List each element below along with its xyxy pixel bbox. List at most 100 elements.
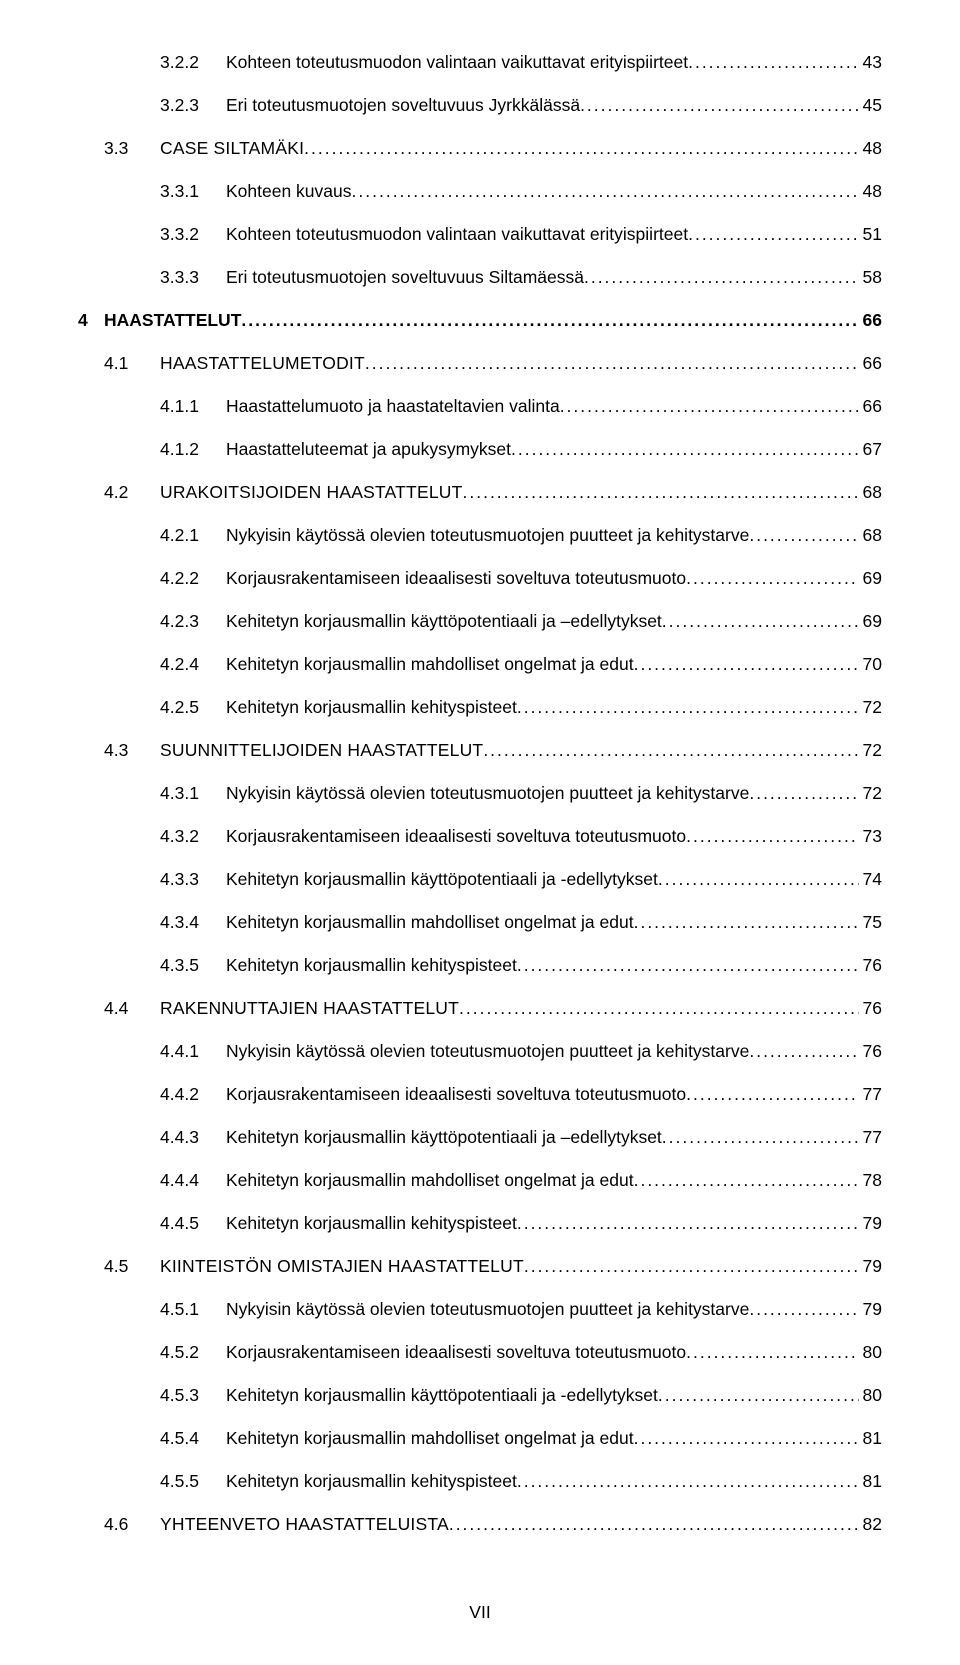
toc-leader-dots xyxy=(365,353,859,374)
toc-entry: 4.2URAKOITSIJOIDEN HAASTATTELUT68 xyxy=(78,482,882,503)
toc-entry-page: 76 xyxy=(859,1041,882,1062)
toc-entry-page: 76 xyxy=(859,998,882,1019)
toc-entry: 4.3.2Korjausrakentamiseen ideaalisesti s… xyxy=(78,826,882,847)
toc-leader-dots xyxy=(459,998,858,1019)
toc-leader-dots xyxy=(662,1127,859,1148)
toc-entry-number: 4.1 xyxy=(104,353,160,374)
table-of-contents: 3.2.2 Kohteen toteutusmuodon valintaan va… xyxy=(78,52,882,1535)
toc-entry: 4.2.4Kehitetyn korjausmallin mahdolliset… xyxy=(78,654,882,675)
toc-entry-number: 4.2.5 xyxy=(160,697,226,718)
toc-leader-dots xyxy=(304,138,858,159)
toc-entry-page: 43 xyxy=(859,52,882,73)
toc-leader-dots xyxy=(688,224,858,245)
toc-leader-dots xyxy=(749,783,858,804)
toc-entry-number: 4 xyxy=(78,310,104,331)
toc-entry: 4.3SUUNNITTELIJOIDEN HAASTATTELUT72 xyxy=(78,740,882,761)
toc-leader-dots xyxy=(584,267,859,288)
toc-entry-page: 66 xyxy=(859,310,882,331)
toc-entry-title: RAKENNUTTAJIEN HAASTATTELUT xyxy=(160,998,459,1019)
toc-entry: 4.2.3Kehitetyn korjausmallin käyttöpoten… xyxy=(78,611,882,632)
toc-entry-page: 45 xyxy=(859,95,882,116)
toc-entry-title: Korjausrakentamiseen ideaalisesti sovelt… xyxy=(226,826,686,847)
toc-entry: 4.3.4Kehitetyn korjausmallin mahdolliset… xyxy=(78,912,882,933)
toc-entry: 4.3.5Kehitetyn korjausmallin kehityspist… xyxy=(78,955,882,976)
toc-entry-number: 3.3.1 xyxy=(160,181,226,202)
toc-entry-page: 68 xyxy=(859,525,882,546)
toc-entry-page: 48 xyxy=(859,138,882,159)
toc-entry-page: 81 xyxy=(859,1428,882,1449)
toc-entry: 3.3.1Kohteen kuvaus48 xyxy=(78,181,882,202)
toc-entry-page: 81 xyxy=(859,1471,882,1492)
toc-entry-page: 74 xyxy=(859,869,882,890)
toc-leader-dots xyxy=(658,869,859,890)
toc-entry-page: 77 xyxy=(859,1084,882,1105)
toc-entry: 4.5.2Korjausrakentamiseen ideaalisesti s… xyxy=(78,1342,882,1363)
toc-entry-number: 4.5.5 xyxy=(160,1471,226,1492)
toc-leader-dots xyxy=(511,439,859,460)
toc-entry-number: 4.2.4 xyxy=(160,654,226,675)
toc-entry: 4.3.1Nykyisin käytössä olevien toteutusm… xyxy=(78,783,882,804)
toc-leader-dots xyxy=(634,1428,859,1449)
toc-entry-page: 79 xyxy=(859,1213,882,1234)
toc-entry-number: 4.3.1 xyxy=(160,783,226,804)
toc-entry: 3.3.3Eri toteutusmuotojen soveltuvuus Si… xyxy=(78,267,882,288)
toc-entry-title: Kehitetyn korjausmallin käyttöpotentiaal… xyxy=(226,611,662,632)
toc-entry-page: 48 xyxy=(859,181,882,202)
toc-entry-page: 73 xyxy=(859,826,882,847)
toc-entry-page: 58 xyxy=(859,267,882,288)
toc-entry-title: Kehitetyn korjausmallin käyttöpotentiaal… xyxy=(226,869,658,890)
toc-entry-number: 3.3.2 xyxy=(160,224,226,245)
toc-entry-number: 4.2.2 xyxy=(160,568,226,589)
toc-leader-dots xyxy=(517,955,859,976)
toc-entry-number: 4.6 xyxy=(104,1514,160,1535)
toc-leader-dots xyxy=(688,52,858,73)
toc-entry-title: Kehitetyn korjausmallin käyttöpotentiaal… xyxy=(226,1127,662,1148)
toc-entry-page: 66 xyxy=(859,396,882,417)
toc-entry-number: 4.3.5 xyxy=(160,955,226,976)
toc-entry: 4HAASTATTELUT 66 xyxy=(78,310,882,331)
toc-entry: 3.2.3Eri toteutusmuotojen soveltuvuus Jy… xyxy=(78,95,882,116)
toc-entry-page: 79 xyxy=(859,1256,882,1277)
toc-leader-dots xyxy=(634,654,859,675)
toc-entry-page: 76 xyxy=(859,955,882,976)
toc-entry-page: 72 xyxy=(859,740,882,761)
toc-entry-title: Nykyisin käytössä olevien toteutusmuotoj… xyxy=(226,525,749,546)
toc-entry-title: Nykyisin käytössä olevien toteutusmuotoj… xyxy=(226,1299,749,1320)
toc-leader-dots xyxy=(658,1385,859,1406)
toc-entry-title: CASE SILTAMÄKI xyxy=(160,138,304,159)
toc-leader-dots xyxy=(686,1342,858,1363)
toc-entry-number: 3.2.2 xyxy=(160,52,226,73)
toc-entry: 4.4.1Nykyisin käytössä olevien toteutusm… xyxy=(78,1041,882,1062)
toc-leader-dots xyxy=(749,525,858,546)
toc-leader-dots xyxy=(749,1299,858,1320)
toc-entry: 3.3.2Kohteen toteutusmuodon valintaan va… xyxy=(78,224,882,245)
toc-entry-title: Kehitetyn korjausmallin mahdolliset onge… xyxy=(226,1170,634,1191)
toc-entry-title: Nykyisin käytössä olevien toteutusmuotoj… xyxy=(226,1041,749,1062)
toc-entry-title: Korjausrakentamiseen ideaalisesti sovelt… xyxy=(226,568,686,589)
toc-entry-number: 4.4.4 xyxy=(160,1170,226,1191)
toc-entry-title: Kehitetyn korjausmallin mahdolliset onge… xyxy=(226,912,634,933)
toc-entry-title: SUUNNITTELIJOIDEN HAASTATTELUT xyxy=(160,740,483,761)
toc-entry-title: Kehitetyn korjausmallin kehityspisteet xyxy=(226,697,517,718)
toc-entry-page: 80 xyxy=(859,1342,882,1363)
toc-entry: 4.1.2Haastatteluteemat ja apukysymykset6… xyxy=(78,439,882,460)
toc-entry-title: Eri toteutusmuotojen soveltuvuus Siltamä… xyxy=(226,267,584,288)
toc-entry-title: Haastattelumuoto ja haastateltavien vali… xyxy=(226,396,560,417)
page: 3.2.2 Kohteen toteutusmuodon valintaan va… xyxy=(0,0,960,1665)
toc-entry-title: Kehitetyn korjausmallin käyttöpotentiaal… xyxy=(226,1385,658,1406)
toc-entry-title: Korjausrakentamiseen ideaalisesti sovelt… xyxy=(226,1342,686,1363)
toc-entry-number: 4.3.2 xyxy=(160,826,226,847)
toc-entry-number: 4.1.2 xyxy=(160,439,226,460)
toc-entry-title: Kehitetyn korjausmallin mahdolliset onge… xyxy=(226,654,634,675)
toc-entry-number: 4.3.4 xyxy=(160,912,226,933)
toc-entry-title: HAASTATTELUT xyxy=(104,310,241,331)
toc-entry-number: 4.5.1 xyxy=(160,1299,226,1320)
toc-entry-title: Kohteen toteutusmuodon valintaan vaikutt… xyxy=(226,224,688,245)
toc-entry: 4.5KIINTEISTÖN OMISTAJIEN HAASTATTELUT79 xyxy=(78,1256,882,1277)
toc-leader-dots xyxy=(686,568,858,589)
toc-entry-number: 3.2.3 xyxy=(160,95,226,116)
toc-entry-title: Kehitetyn korjausmallin kehityspisteet xyxy=(226,1471,517,1492)
toc-entry-number: 4.3.3 xyxy=(160,869,226,890)
toc-entry: 3.3CASE SILTAMÄKI48 xyxy=(78,138,882,159)
toc-entry-number: 4.4.3 xyxy=(160,1127,226,1148)
